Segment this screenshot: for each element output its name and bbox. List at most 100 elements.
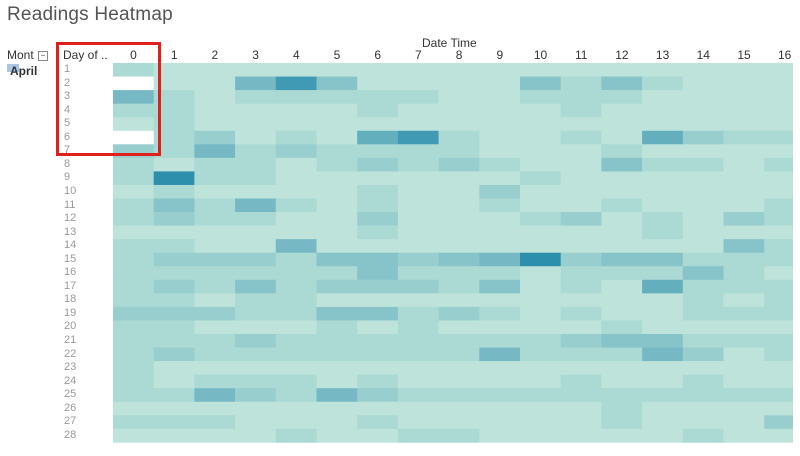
heatmap-cell[interactable]: [682, 171, 724, 186]
heatmap-cell[interactable]: [235, 279, 277, 294]
heatmap-cell[interactable]: [275, 76, 317, 91]
heatmap-cell[interactable]: [316, 103, 358, 118]
heatmap-cell[interactable]: [194, 388, 236, 403]
heatmap-cell[interactable]: [682, 401, 724, 416]
heatmap-cell[interactable]: [764, 117, 793, 132]
heatmap-cell[interactable]: [194, 306, 236, 321]
heatmap-cell[interactable]: [601, 171, 643, 186]
heatmap-cell[interactable]: [479, 293, 521, 308]
heatmap-cell[interactable]: [723, 76, 765, 91]
heatmap-cell[interactable]: [316, 130, 358, 145]
heatmap-cell[interactable]: [520, 388, 561, 403]
heatmap-cell[interactable]: [113, 130, 154, 145]
heatmap-cell[interactable]: [682, 266, 724, 281]
heatmap-cell[interactable]: [316, 171, 358, 186]
heatmap-cell[interactable]: [275, 266, 317, 281]
heatmap-cell[interactable]: [153, 415, 195, 430]
heatmap-cell[interactable]: [520, 171, 561, 186]
heatmap-cell[interactable]: [479, 117, 521, 132]
heatmap-cell[interactable]: [235, 428, 277, 443]
heatmap-cell[interactable]: [764, 415, 793, 430]
heatmap-cell[interactable]: [235, 103, 277, 118]
heatmap-cell[interactable]: [601, 212, 643, 226]
heatmap-cell[interactable]: [520, 252, 561, 267]
heatmap-cell[interactable]: [275, 252, 317, 267]
heatmap-cell[interactable]: [642, 415, 684, 430]
heatmap-cell[interactable]: [153, 184, 195, 199]
heatmap-cell[interactable]: [438, 225, 480, 240]
heatmap-cell[interactable]: [113, 63, 154, 77]
heatmap-cell[interactable]: [723, 171, 765, 186]
heatmap-cell[interactable]: [723, 144, 765, 159]
heatmap-cell[interactable]: [113, 374, 154, 389]
heatmap-cell[interactable]: [357, 117, 399, 132]
heatmap-cell[interactable]: [357, 320, 399, 335]
heatmap-cell[interactable]: [357, 63, 399, 77]
heatmap-cell[interactable]: [479, 388, 521, 403]
heatmap-cell[interactable]: [723, 198, 765, 213]
heatmap-cell[interactable]: [520, 279, 561, 294]
heatmap-cell[interactable]: [357, 374, 399, 389]
heatmap-cell[interactable]: [235, 157, 277, 172]
heatmap-cell[interactable]: [560, 293, 602, 308]
heatmap-cell[interactable]: [642, 144, 684, 159]
heatmap-cell[interactable]: [153, 279, 195, 294]
heatmap-cell[interactable]: [642, 212, 684, 226]
heatmap-cell[interactable]: [194, 239, 236, 253]
heatmap-cell[interactable]: [682, 388, 724, 403]
heatmap-cell[interactable]: [316, 90, 358, 104]
heatmap-cell[interactable]: [520, 415, 561, 430]
heatmap-cell[interactable]: [479, 225, 521, 240]
heatmap-cell[interactable]: [113, 90, 154, 104]
heatmap-cell[interactable]: [438, 428, 480, 443]
heatmap-cell[interactable]: [764, 103, 793, 118]
heatmap-cell[interactable]: [560, 361, 602, 375]
heatmap-cell[interactable]: [642, 184, 684, 199]
heatmap-cell[interactable]: [397, 361, 439, 375]
heatmap-cell[interactable]: [275, 184, 317, 199]
heatmap-cell[interactable]: [642, 279, 684, 294]
heatmap-cell[interactable]: [479, 320, 521, 335]
heatmap-cell[interactable]: [438, 293, 480, 308]
heatmap-cell[interactable]: [682, 415, 724, 430]
heatmap-cell[interactable]: [397, 63, 439, 77]
heatmap-cell[interactable]: [479, 63, 521, 77]
heatmap-cell[interactable]: [723, 90, 765, 104]
heatmap-cell[interactable]: [153, 239, 195, 253]
heatmap-cell[interactable]: [438, 374, 480, 389]
heatmap-cell[interactable]: [275, 157, 317, 172]
heatmap-cell[interactable]: [357, 184, 399, 199]
heatmap-cell[interactable]: [520, 90, 561, 104]
heatmap-cell[interactable]: [235, 90, 277, 104]
heatmap-cell[interactable]: [357, 103, 399, 118]
heatmap-cell[interactable]: [397, 117, 439, 132]
heatmap-cell[interactable]: [520, 63, 561, 77]
heatmap-cell[interactable]: [194, 401, 236, 416]
heatmap-cell[interactable]: [764, 347, 793, 362]
heatmap-cell[interactable]: [601, 76, 643, 91]
heatmap-cell[interactable]: [153, 361, 195, 375]
heatmap-cell[interactable]: [682, 63, 724, 77]
heatmap-cell[interactable]: [723, 117, 765, 132]
heatmap-cell[interactable]: [764, 225, 793, 240]
heatmap-cell[interactable]: [438, 334, 480, 348]
heatmap-cell[interactable]: [438, 279, 480, 294]
heatmap-cell[interactable]: [479, 171, 521, 186]
heatmap-cell[interactable]: [642, 266, 684, 281]
heatmap-cell[interactable]: [113, 388, 154, 403]
heatmap-cell[interactable]: [194, 198, 236, 213]
heatmap-cell[interactable]: [194, 374, 236, 389]
heatmap-cell[interactable]: [479, 361, 521, 375]
heatmap-cell[interactable]: [397, 401, 439, 416]
heatmap-cell[interactable]: [275, 144, 317, 159]
heatmap-cell[interactable]: [601, 415, 643, 430]
heatmap-cell[interactable]: [479, 428, 521, 443]
heatmap-cell[interactable]: [235, 198, 277, 213]
heatmap-cell[interactable]: [764, 401, 793, 416]
heatmap-cell[interactable]: [479, 374, 521, 389]
heatmap-cell[interactable]: [723, 225, 765, 240]
heatmap-cell[interactable]: [520, 117, 561, 132]
heatmap-cell[interactable]: [601, 293, 643, 308]
heatmap-cell[interactable]: [235, 225, 277, 240]
heatmap-cell[interactable]: [560, 184, 602, 199]
